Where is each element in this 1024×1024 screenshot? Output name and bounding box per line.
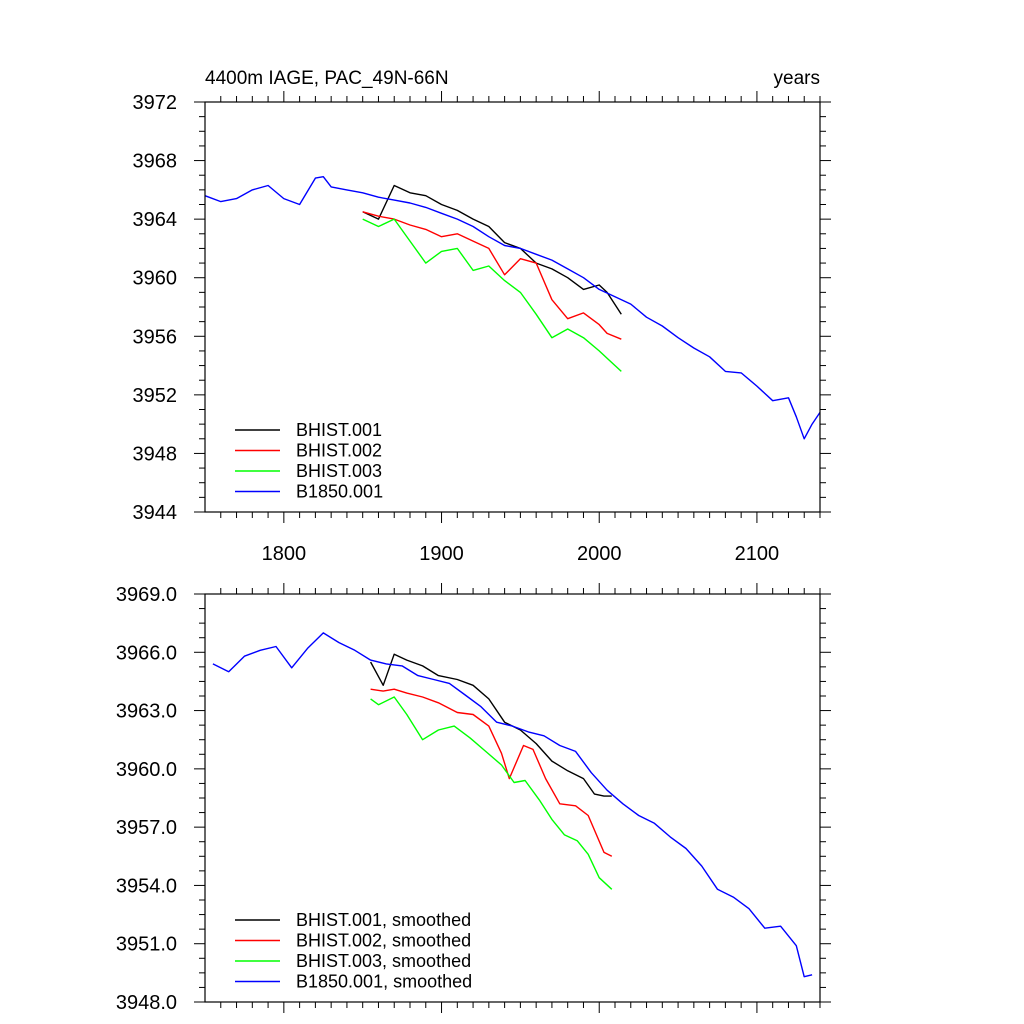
y-tick-label: 3972 <box>133 92 178 114</box>
series-line-1 <box>362 184 622 315</box>
x-tick-label: 1800 <box>262 543 307 565</box>
legend-label: BHIST.002 <box>296 441 382 461</box>
y-tick-label: 3969.0 <box>116 584 177 606</box>
series-line-3 <box>362 218 622 372</box>
series-line-3 <box>370 696 613 890</box>
y-tick-label: 3952 <box>133 385 178 407</box>
series-line-4 <box>212 632 813 978</box>
y-tick-label: 3964 <box>133 209 178 231</box>
series-line-2 <box>362 211 622 340</box>
legend-label: B1850.001, smoothed <box>296 972 472 992</box>
legend-label: BHIST.002, smoothed <box>296 931 471 951</box>
y-tick-label: 3944 <box>133 502 178 524</box>
legend-label: B1850.001 <box>296 482 383 502</box>
series-line-4 <box>205 175 820 440</box>
y-tick-label: 3966.0 <box>116 642 177 664</box>
chart-panel-2: 3948.0 3951.0 3954.0 3957.0 3960.0 3963.0 3966… <box>116 583 831 1014</box>
chart-panel-1: 1800 1900 2000 2100 3944 3948 3952 3956 3960 3964… <box>133 68 831 565</box>
x-tick-label: 2100 <box>735 543 780 565</box>
y-tick-label: 3960 <box>133 268 178 290</box>
y-tick-label: 3968 <box>133 151 178 173</box>
legend-label: BHIST.003 <box>296 461 382 481</box>
x-tick-label: 1900 <box>419 543 464 565</box>
y-tick-label: 3948.0 <box>116 992 177 1014</box>
series-line-2 <box>370 688 613 857</box>
y-tick-label: 3951.0 <box>116 934 177 956</box>
legend-label: BHIST.001 <box>296 420 382 440</box>
y-tick-label: 3956 <box>133 326 178 348</box>
y-tick-label: 3957.0 <box>116 817 177 839</box>
y-tick-label: 3963.0 <box>116 701 177 723</box>
series-line-1 <box>369 653 612 797</box>
x-tick-label: 2000 <box>577 543 622 565</box>
y-tick-label: 3954.0 <box>116 875 177 897</box>
legend-label: BHIST.003, smoothed <box>296 951 471 971</box>
y-tick-label: 3960.0 <box>116 759 177 781</box>
chart-title-right: years <box>774 68 820 89</box>
legend-label: BHIST.001, smoothed <box>296 910 471 930</box>
y-tick-label: 3948 <box>133 443 178 465</box>
chart-title: 4400m IAGE, PAC_49N-66N <box>205 68 449 89</box>
